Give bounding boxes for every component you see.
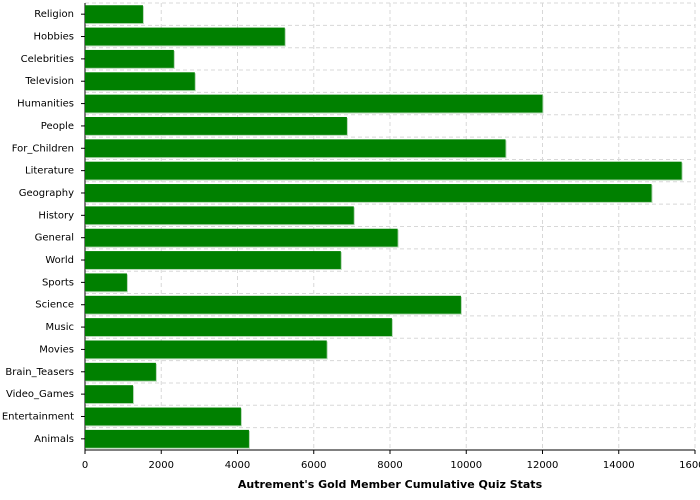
bar <box>85 49 174 68</box>
x-axis-title: Autrement's Gold Member Cumulative Quiz … <box>238 478 543 491</box>
x-tick-label: 4000 <box>225 460 250 471</box>
y-tick-label: History <box>38 210 74 221</box>
x-tick-label: 14000 <box>603 460 635 471</box>
y-tick-label: Movies <box>39 344 74 355</box>
bar <box>85 318 392 337</box>
bar <box>85 116 347 135</box>
y-tick-label: Hobbies <box>34 32 74 43</box>
y-tick-label: World <box>45 255 74 266</box>
bar <box>85 340 327 359</box>
bar <box>85 407 241 426</box>
y-tick-label: Literature <box>25 166 74 177</box>
bar <box>85 206 354 225</box>
y-tick-label: Celebrities <box>21 54 74 65</box>
y-tick-label: General <box>35 233 74 244</box>
x-tick-label: 16000 <box>679 460 700 471</box>
y-tick-label: For_Children <box>12 143 74 154</box>
y-tick-label: People <box>41 121 74 132</box>
y-tick-label: Science <box>35 300 74 311</box>
bar <box>85 251 341 269</box>
y-tick-label: Video_Games <box>6 389 74 400</box>
y-tick-label: Music <box>46 322 74 333</box>
y-tick-label: Humanities <box>17 99 74 110</box>
bar <box>85 161 682 180</box>
bar <box>85 27 285 46</box>
bar <box>85 5 143 24</box>
y-tick-label: Sports <box>42 277 74 288</box>
y-tick-label: Entertainment <box>2 411 74 422</box>
bar <box>85 295 461 314</box>
x-tick-label: 10000 <box>450 460 482 471</box>
y-tick-label: Animals <box>34 434 74 445</box>
bar <box>85 228 398 247</box>
y-tick-label: Geography <box>19 188 74 199</box>
bar <box>85 94 543 113</box>
y-tick-label: Brain_Teasers <box>5 367 74 378</box>
bar <box>85 72 195 91</box>
x-tick-label: 12000 <box>527 460 559 471</box>
y-tick-label: Television <box>24 76 74 87</box>
x-tick-label: 2000 <box>149 460 174 471</box>
bar <box>85 273 127 292</box>
y-tick-label: Religion <box>34 9 74 20</box>
bar <box>85 429 249 448</box>
bar <box>85 139 506 158</box>
x-tick-label: 6000 <box>301 460 326 471</box>
bar <box>85 385 134 404</box>
bar <box>85 362 156 381</box>
x-tick-label: 0 <box>82 460 88 471</box>
bar <box>85 184 652 202</box>
x-tick-label: 8000 <box>377 460 402 471</box>
